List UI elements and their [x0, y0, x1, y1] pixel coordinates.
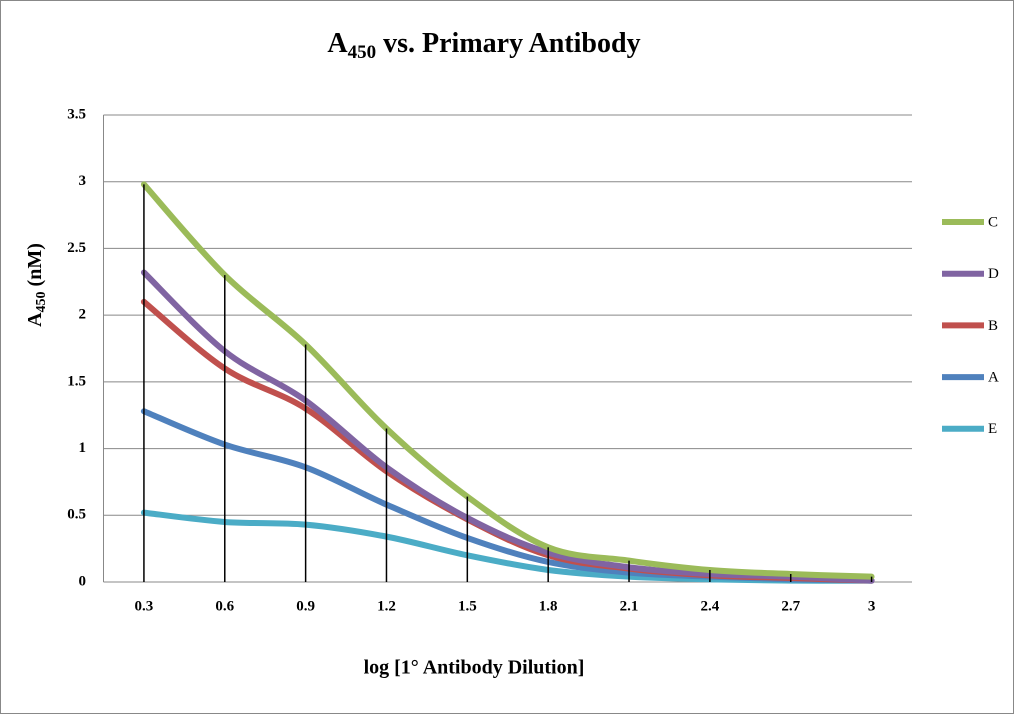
x-tick-label: 1.5 [458, 598, 477, 614]
legend-label: E [988, 421, 997, 437]
x-tick-label: 1.2 [377, 598, 396, 614]
x-tick-label: 1.8 [539, 598, 558, 614]
x-tick-label: 0.9 [296, 598, 315, 614]
y-tick-label: 0.5 [67, 507, 86, 523]
legend-label: A [988, 370, 999, 386]
y-tick-label: 2 [79, 307, 87, 323]
title-main: A [327, 28, 348, 59]
y-tick-label: 0 [79, 573, 87, 589]
y-axis-label: A450 (nM) [24, 243, 50, 327]
x-tick-label: 3 [868, 598, 876, 614]
y-tick-label: 3.5 [67, 106, 86, 122]
title-rest: vs. Primary Antibody [376, 28, 640, 59]
y-tick-label: 1.5 [67, 373, 86, 389]
y-label-rest: (nM) [24, 243, 46, 291]
legend-label: B [988, 318, 998, 334]
x-tick-label: 0.6 [215, 598, 234, 614]
title-sub: 450 [348, 42, 377, 63]
y-tick-label: 3 [79, 173, 87, 189]
series-line [140, 269, 875, 584]
legend-label: D [988, 266, 999, 282]
y-tick-label: 1 [79, 440, 87, 456]
y-label-sub: 450 [34, 291, 49, 312]
x-tick-label: 0.3 [135, 598, 154, 614]
chart-title: A450 vs. Primary Antibody [327, 28, 640, 63]
y-label-main: A [24, 312, 46, 327]
x-tick-label: 2.7 [781, 598, 800, 614]
x-tick-label: 2.4 [701, 598, 720, 614]
legend-label: C [988, 214, 998, 230]
series-line [140, 181, 875, 580]
x-tick-label: 2.1 [620, 598, 639, 614]
x-axis-label: log [1° Antibody Dilution] [364, 657, 585, 679]
y-tick-label: 2.5 [67, 240, 86, 256]
